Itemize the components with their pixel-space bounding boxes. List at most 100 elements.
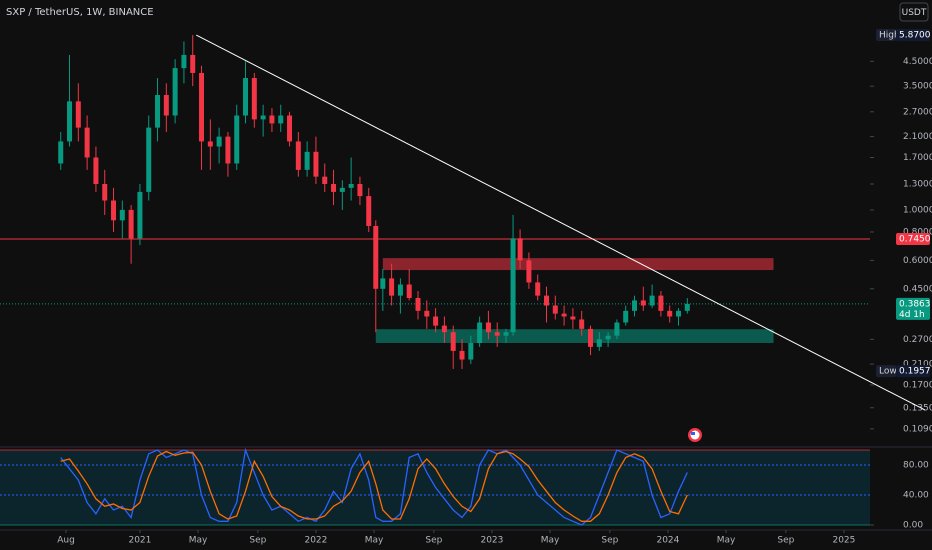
y-tick-label: 1.7000 [903,153,932,163]
y-tick-label: 0.4500 [903,284,932,294]
candle-body [649,295,655,306]
x-tick-label: 2024 [656,536,679,546]
candle-body [579,319,585,329]
candle-body [181,54,187,69]
y-tick-label: 0.2100 [903,360,932,370]
supply-zone [382,258,774,271]
demand-zone [375,329,774,344]
oscillator-tick-label: 0.00 [903,521,923,531]
chart-title: SXP / TetherUS, 1W, BINANCE [6,7,154,18]
candle-body [389,278,395,296]
x-tick-label: 2023 [480,536,503,546]
x-tick-label: Sep [601,536,618,546]
x-tick-label: May [189,536,208,546]
candle-body [234,115,240,164]
low-badge-label: Low [879,367,897,377]
candle-body [441,325,447,333]
currency-button-label[interactable]: USDT [902,8,927,18]
y-tick-label: 0.8000 [903,227,932,237]
y-tick-label: 2.7000 [903,107,932,117]
candle-body [614,322,620,336]
candle-body [225,136,231,164]
candle-body [243,78,249,116]
candle-body [93,157,99,184]
high-badge-tag [876,29,896,42]
candle-body [251,78,257,120]
candle-body [348,183,354,188]
y-tick-label: 0.1700 [903,380,932,390]
candle-body [477,322,483,344]
candle-body [163,94,169,116]
candle-body [526,260,532,283]
candle-body [111,200,117,221]
y-tick-label: 3.5000 [903,82,932,92]
candle-body [517,238,523,261]
y-tick-label: 2.1000 [903,132,932,142]
high-badge-bg [896,29,930,42]
candle-body [684,303,690,311]
candle-body [468,343,474,360]
candle-body [128,209,134,239]
x-tick-label: Sep [249,536,266,546]
candle-body [304,151,310,170]
candle-body [357,183,363,197]
low-badge-tag [876,365,896,378]
candle-body [137,191,143,239]
candle-body [102,183,108,201]
last-price-badge-bg [896,297,930,320]
candle-body [155,94,161,128]
candle-body [406,284,412,299]
candle-body [605,335,611,340]
candle-body [199,72,205,142]
low-badge-value: 0.1957 [899,367,931,377]
candle-body [510,238,516,333]
y-tick-label: 1.3000 [903,179,932,189]
oscillator-line [60,447,688,526]
candle-body [216,136,222,147]
candle-body [207,141,213,147]
y-tick-label: 4.5000 [903,57,932,67]
candle-body [570,316,576,320]
candle-body [424,310,430,317]
oscillator-line [60,450,688,522]
last-price-badge-countdown: 4d 1h [899,310,925,320]
candle-body [667,310,673,317]
candle-body [588,328,594,347]
candle-body [623,310,629,323]
candle-body [676,310,682,317]
candle-body [119,209,125,221]
candle-body [380,278,386,289]
y-tick-label: 1.0000 [903,205,932,215]
x-tick-label: 2025 [832,536,855,546]
candle-body [433,316,439,326]
candle-body [322,176,328,184]
candle-body [278,115,284,124]
x-tick-label: May [717,536,736,546]
x-tick-label: Aug [57,536,75,546]
candle-body [366,196,372,226]
candle-body [146,127,152,192]
candle-body [397,284,403,296]
candle-body [287,115,293,142]
x-tick-label: Sep [777,536,794,546]
candle-body [415,298,421,311]
last-price-badge-value: 0.3863 [899,299,931,309]
candle-body [190,54,196,73]
candle-body [269,115,275,124]
candle-body [313,151,319,177]
candle-body [494,332,500,336]
currency-button[interactable] [899,2,929,22]
candle-body [450,332,456,351]
candle-body [640,300,646,306]
x-tick-label: 2022 [304,536,327,546]
candle-body [535,282,541,296]
low-badge-bg [896,365,930,378]
candle-body [339,187,345,192]
candle-body [544,295,550,306]
x-tick-label: Sep [425,536,442,546]
x-tick-label: May [365,536,384,546]
candle-body [503,332,509,336]
resistance-badge-bg [896,232,930,245]
